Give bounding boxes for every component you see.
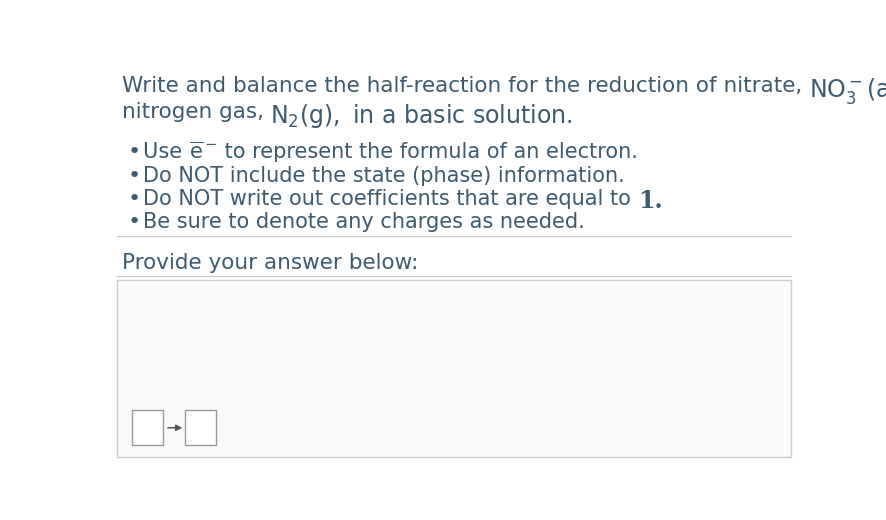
Text: •: •: [128, 212, 141, 232]
Text: $\mathrm{N_2}$$\mathrm{(g),}$ in a basic solution.: $\mathrm{N_2}$$\mathrm{(g),}$ in a basic…: [270, 102, 573, 131]
FancyBboxPatch shape: [132, 410, 163, 445]
Text: •: •: [128, 142, 141, 162]
Text: Be sure to denote any charges as needed.: Be sure to denote any charges as needed.: [144, 212, 585, 232]
Text: Do NOT write out coefficients that are equal to: Do NOT write out coefficients that are e…: [144, 189, 638, 209]
Text: nitrogen gas,: nitrogen gas,: [121, 102, 270, 122]
Text: •: •: [128, 189, 141, 209]
Text: Use: Use: [144, 142, 189, 162]
FancyBboxPatch shape: [117, 280, 791, 457]
Text: Write and balance the half-reaction for the reduction of nitrate,: Write and balance the half-reaction for …: [121, 76, 809, 96]
Text: to represent the formula of an electron.: to represent the formula of an electron.: [218, 142, 638, 162]
FancyBboxPatch shape: [185, 410, 216, 445]
Text: 1.: 1.: [638, 189, 663, 213]
Text: $\mathrm{NO_3^-}$$\mathrm{(aq),\ to}$: $\mathrm{NO_3^-}$$\mathrm{(aq),\ to}$: [809, 76, 886, 106]
Text: Do NOT include the state (phase) information.: Do NOT include the state (phase) informa…: [144, 165, 625, 186]
Text: •: •: [128, 165, 141, 186]
Text: Provide your answer below:: Provide your answer below:: [121, 253, 418, 272]
Text: $\mathrm{\overline{e}^-}$: $\mathrm{\overline{e}^-}$: [189, 142, 218, 163]
